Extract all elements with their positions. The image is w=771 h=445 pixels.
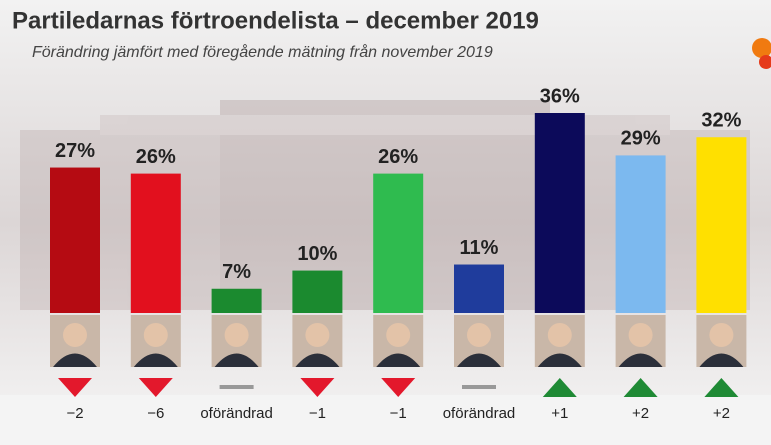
value-label: 26%: [136, 146, 176, 168]
bar: [534, 113, 585, 313]
bar: [615, 155, 666, 313]
change-label: −1: [390, 405, 407, 422]
bar: [696, 137, 747, 313]
value-label: 29%: [621, 128, 661, 150]
chart-title: Partiledarnas förtroendelista – december…: [12, 7, 539, 34]
portrait-body: [457, 353, 501, 367]
portrait-head: [143, 323, 168, 347]
portrait-body: [376, 353, 421, 367]
change-arrow: [58, 378, 92, 397]
portrait-head: [547, 323, 572, 347]
portrait-body: [618, 353, 663, 367]
change-arrow: [704, 378, 739, 397]
portrait-head: [305, 323, 330, 347]
change-label: +2: [713, 405, 730, 422]
portrait-head: [224, 323, 249, 347]
change-arrow: [300, 378, 335, 397]
portrait-body: [53, 353, 97, 367]
change-label: oförändrad: [200, 405, 273, 422]
portrait-head: [386, 323, 411, 347]
change-label: +1: [551, 405, 568, 422]
value-label: 10%: [297, 243, 337, 265]
portrait-body: [537, 353, 582, 367]
portrait-body: [295, 353, 340, 367]
change-label: −2: [66, 405, 83, 422]
bar: [292, 270, 343, 313]
change-arrow: [462, 385, 496, 389]
change-label: oförändrad: [443, 405, 516, 422]
footer-band: [0, 395, 771, 445]
change-arrow: [542, 378, 577, 397]
bar: [211, 288, 262, 313]
chart-subtitle: Förändring jämfört med föregående mätnin…: [32, 43, 493, 61]
value-label: 26%: [378, 146, 418, 168]
bar: [130, 173, 181, 313]
portrait-body: [699, 353, 744, 367]
logo: [752, 38, 771, 69]
portrait-head: [628, 323, 653, 347]
portrait-head: [63, 323, 87, 347]
value-label: 36%: [540, 85, 580, 107]
change-arrow: [381, 378, 416, 397]
bar: [373, 173, 424, 313]
portrait-body: [214, 353, 259, 367]
value-label: 11%: [460, 237, 499, 259]
bar: [454, 264, 504, 313]
change-arrow: [219, 385, 254, 389]
portrait-head: [467, 323, 491, 347]
portrait-head: [709, 323, 734, 347]
value-label: 7%: [222, 261, 251, 283]
value-label: 32%: [701, 110, 741, 132]
portrait-body: [133, 353, 178, 367]
change-label: −1: [309, 405, 326, 422]
bar: [50, 167, 100, 313]
change-arrow: [138, 378, 173, 397]
value-label: 27%: [55, 140, 95, 162]
change-label: +2: [632, 405, 649, 422]
change-label: −6: [147, 405, 164, 422]
change-arrow: [623, 378, 658, 397]
